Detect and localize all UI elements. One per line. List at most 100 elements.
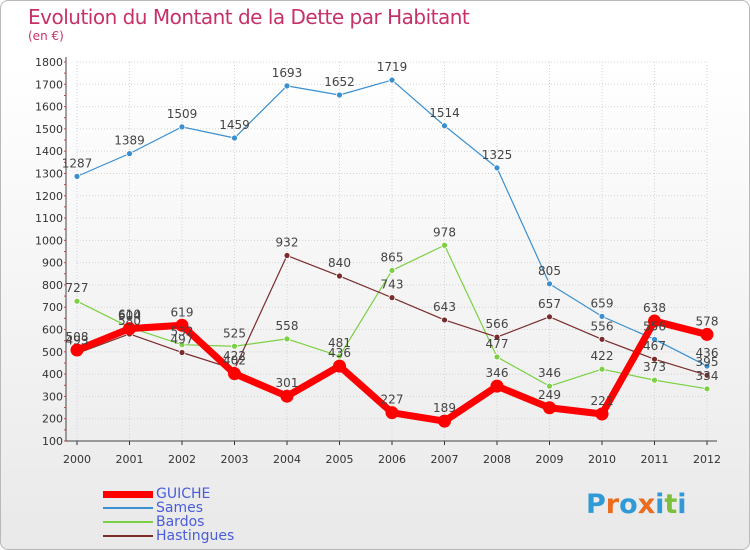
data-label-bardos: 373 [643,360,666,374]
logo-letter: o [619,489,638,520]
data-point-guiche [70,343,84,357]
data-label-sames: 436 [696,346,719,360]
data-point-sames [231,134,238,142]
data-point-bardos [283,335,291,343]
data-label-sames: 805 [538,264,561,278]
data-label-bardos: 532 [171,325,194,339]
data-label-guiche: 402 [223,354,246,368]
data-label-hastingues: 580 [118,314,141,328]
x-tick-label: 2000 [63,453,91,466]
data-point-sames [651,335,658,343]
y-tick-label: 400 [42,368,63,381]
data-point-sames [336,91,343,99]
data-point-hastingues [546,313,553,321]
data-label-sames: 1652 [324,75,355,89]
logo-letter: i [677,489,687,520]
data-point-guiche [700,327,714,341]
data-label-sames: 1719 [377,60,408,74]
data-label-bardos: 477 [486,337,509,351]
data-label-sames: 1459 [219,118,250,132]
data-point-guiche [280,389,294,403]
y-tick-label: 1800 [35,56,63,69]
data-label-sames: 1509 [167,107,198,121]
data-point-guiche [595,407,609,421]
legend-swatch [103,491,153,498]
data-label-hastingues: 657 [538,297,561,311]
y-tick-label: 1100 [35,212,63,225]
data-point-sames [493,164,501,172]
series-bardos [73,241,711,393]
y-tick-label: 800 [42,279,63,292]
data-point-sames [546,280,553,288]
chart-title: Evolution du Montant de la Dette par Hab… [28,5,470,29]
y-tick-label: 1500 [35,123,63,136]
data-point-bardos [231,342,238,350]
data-label-guiche: 346 [486,366,509,380]
data-label-guiche: 301 [276,376,299,390]
data-point-sames [178,123,186,131]
data-point-guiche [490,379,504,393]
series-guiche [70,314,714,428]
data-label-hastingues: 497 [171,332,194,346]
data-point-bardos [73,297,81,305]
y-tick-label: 1200 [35,190,63,203]
data-point-bardos [336,352,343,360]
data-label-bardos: 481 [328,336,351,350]
y-tick-label: 900 [42,257,63,270]
data-label-sames: 1325 [482,148,513,162]
data-label-guiche: 638 [643,301,666,315]
data-label-guiche: 508 [66,330,89,344]
data-point-hastingues [336,272,343,280]
data-label-hastingues: 422 [223,349,246,363]
data-point-guiche [175,318,189,332]
x-tick-label: 2011 [641,453,669,466]
legend-label: GUICHE [156,486,211,502]
y-tick-label: 1700 [35,78,63,91]
y-tick-label: 700 [42,301,63,314]
data-point-sames [703,362,711,370]
data-point-bardos [546,382,553,390]
data-label-hastingues: 840 [328,256,351,270]
data-point-guiche [648,314,661,328]
legend-label: Hastingues [156,528,235,544]
data-point-bardos [651,376,658,384]
data-label-hastingues: 566 [486,317,509,331]
data-point-bardos [388,267,396,274]
data-label-bardos: 610 [118,307,141,321]
legend-swatch [103,521,153,523]
logo-letter: r [605,489,620,520]
data-label-sames: 659 [591,296,614,310]
data-label-guiche: 604 [118,309,141,323]
x-tick-label: 2009 [536,453,564,466]
data-label-bardos: 727 [66,281,89,295]
data-point-guiche [123,322,136,336]
data-label-bardos: 865 [381,250,404,264]
y-tick-label: 300 [42,390,63,403]
data-label-hastingues: 643 [433,300,456,314]
data-point-bardos [598,365,606,373]
data-label-sames: 556 [643,319,666,333]
data-point-guiche [333,359,346,373]
logo-letter: i [655,489,665,520]
x-tick-label: 2006 [378,453,406,466]
data-label-bardos: 558 [276,319,299,333]
legend-swatch [103,507,153,509]
x-tick-label: 2008 [483,453,511,466]
data-point-hastingues [441,316,448,324]
logo-letter: t [664,489,678,520]
data-point-bardos [493,353,501,361]
data-point-hastingues [493,333,501,341]
data-label-guiche: 436 [328,346,351,360]
data-point-guiche [438,414,451,428]
data-label-guiche: 189 [433,401,456,415]
legend-swatch [103,535,153,537]
data-label-bardos: 422 [591,349,614,363]
y-tick-label: 1000 [35,234,63,247]
data-label-guiche: 227 [381,393,404,407]
data-label-hastingues: 493 [66,333,89,347]
data-label-guiche: 578 [696,314,719,328]
data-point-hastingues [178,349,186,356]
data-label-hastingues: 743 [381,278,404,292]
x-tick-label: 2001 [116,453,144,466]
